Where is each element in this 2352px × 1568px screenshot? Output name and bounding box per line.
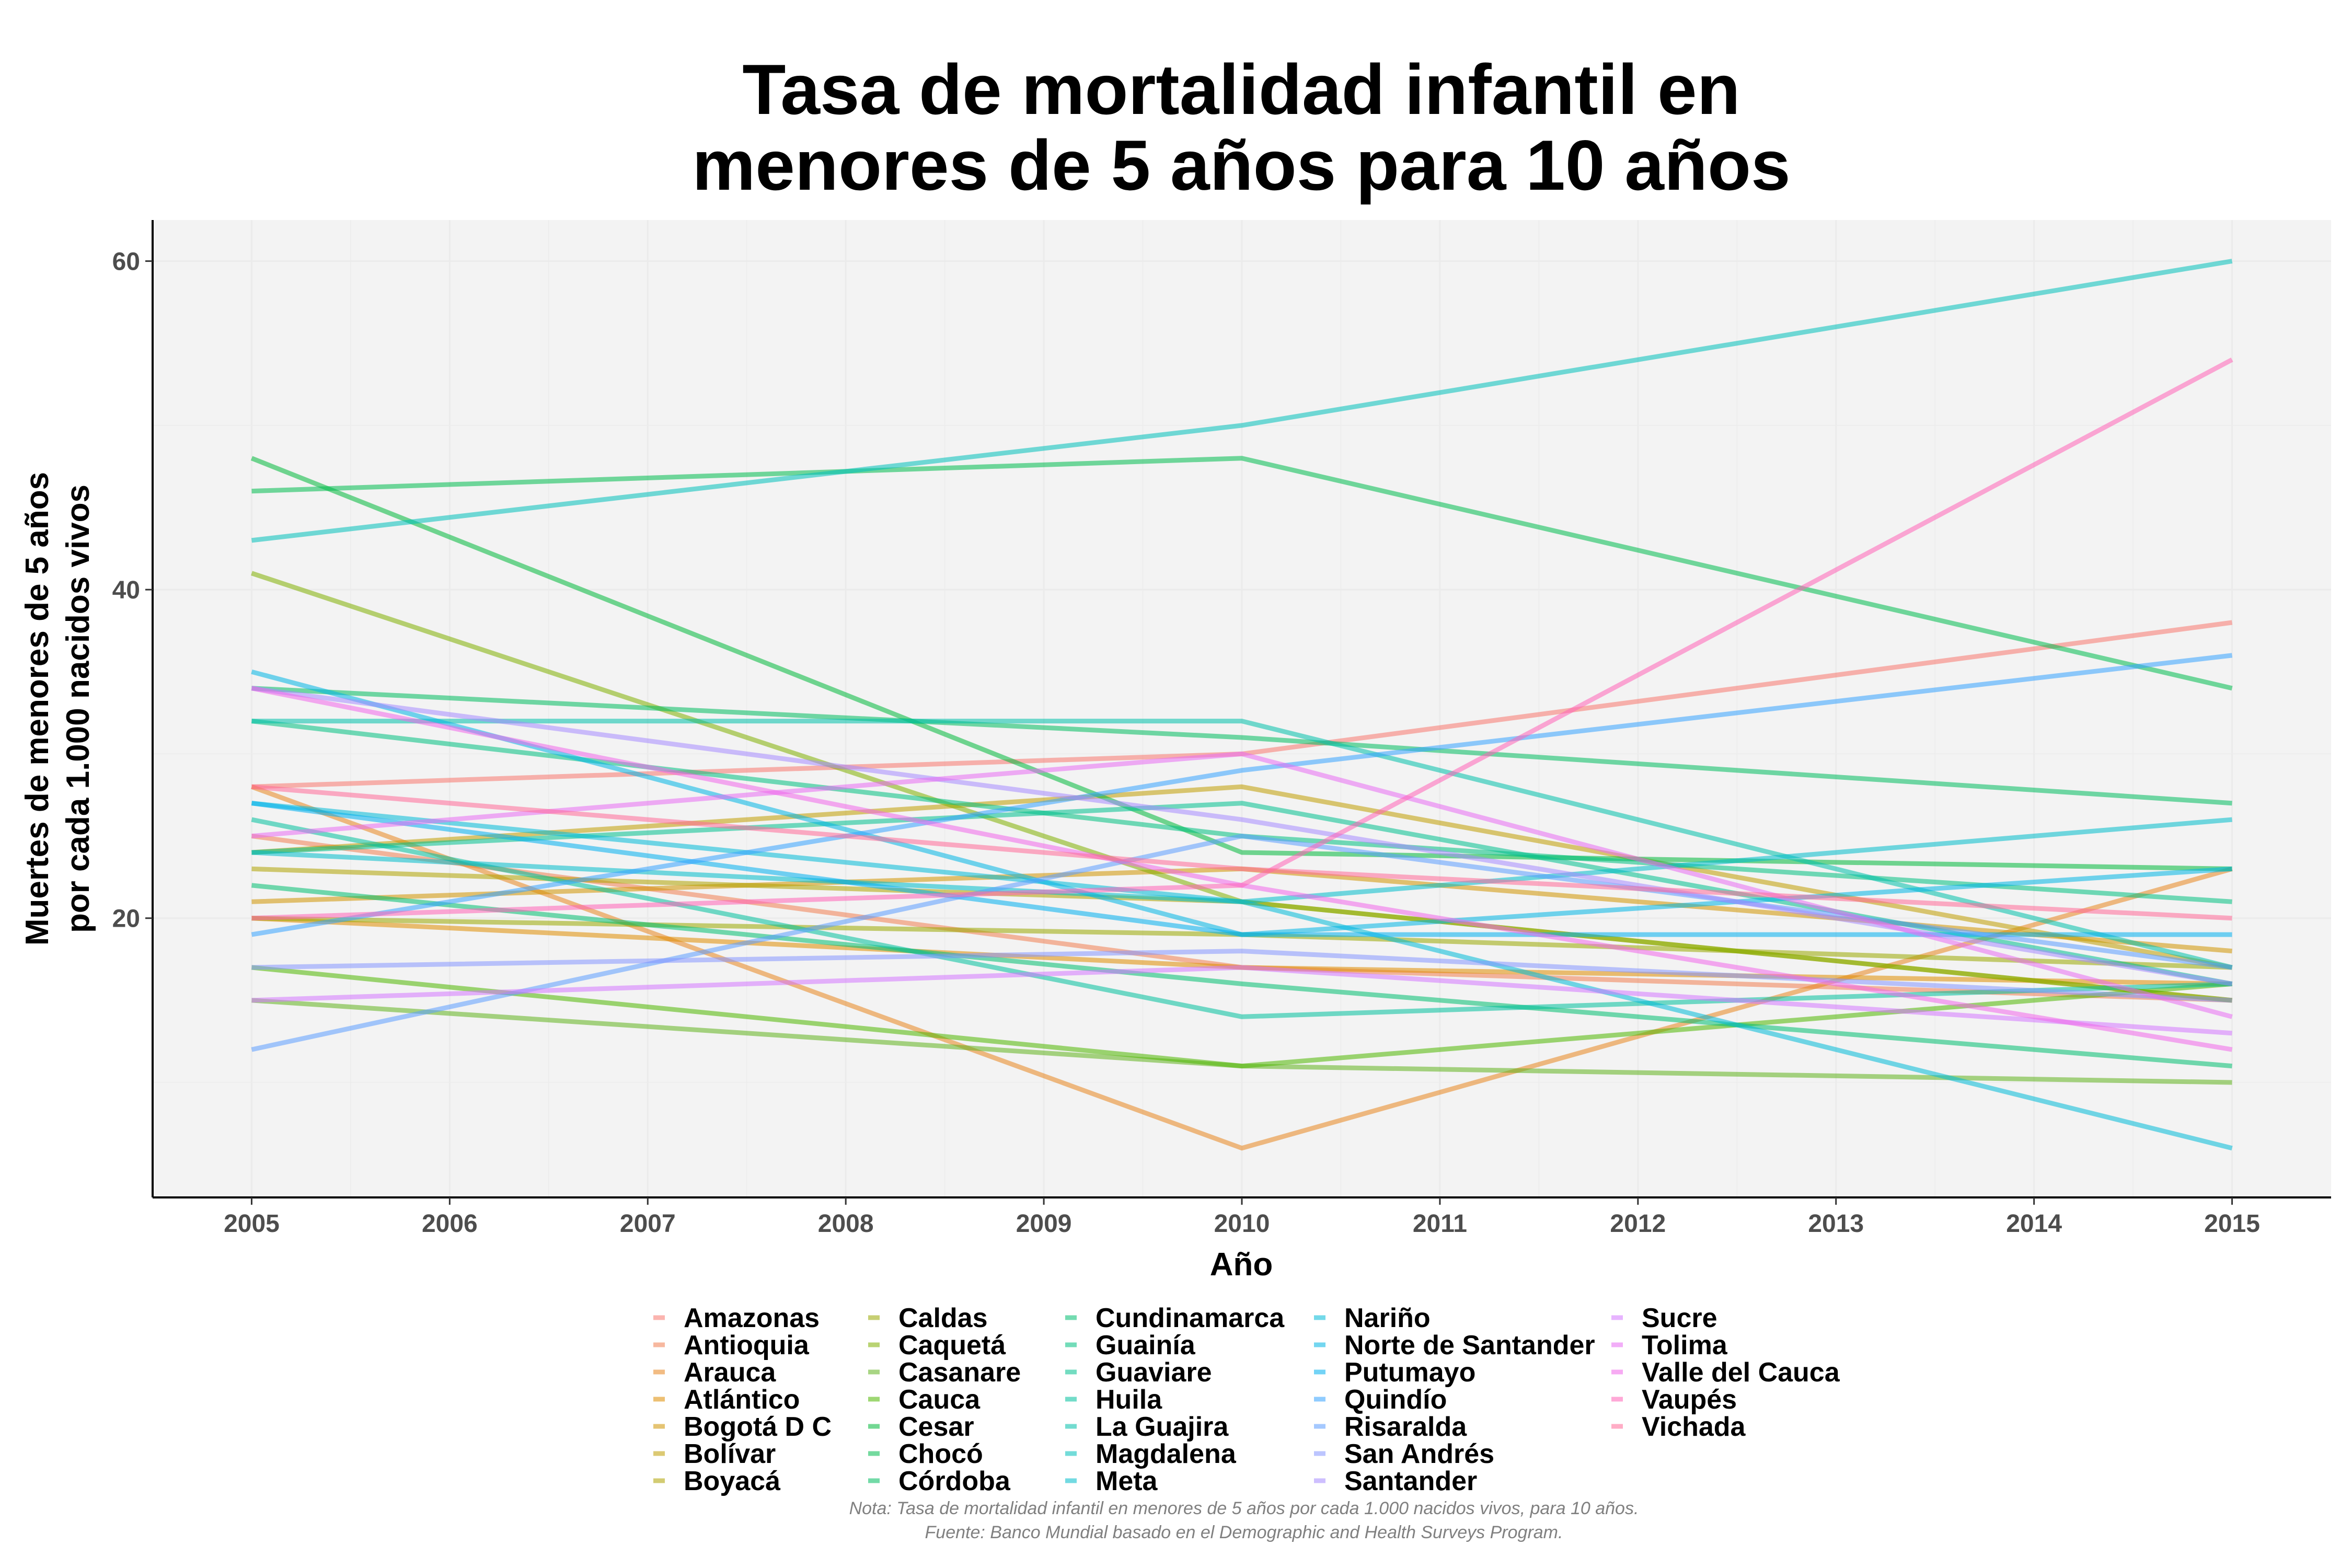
x-tick-label: 2014 <box>2006 1210 2062 1238</box>
legend-label: Risaralda <box>1344 1412 1467 1442</box>
series-line-31 <box>251 358 2233 921</box>
series-line-14 <box>251 883 2232 1069</box>
x-tick-label: 2005 <box>224 1210 280 1238</box>
legend-label: San Andrés <box>1344 1439 1494 1469</box>
series-line-28 <box>251 965 2232 1036</box>
legend-label: Quindío <box>1344 1385 1447 1415</box>
legend-label: Putumayo <box>1344 1357 1475 1388</box>
legend-label: Boyacá <box>684 1466 781 1496</box>
legend-label: Chocó <box>898 1439 983 1469</box>
legend-label: Nariño <box>1344 1303 1431 1333</box>
x-tick-label: 2007 <box>620 1210 676 1238</box>
series-line-23 <box>251 801 2232 937</box>
caption-note: Nota: Tasa de mortalidad infantil en men… <box>849 1498 1639 1518</box>
chart-title-line-1: Tasa de mortalidad infantil en <box>742 50 1740 129</box>
x-tick-label: 2008 <box>818 1210 874 1238</box>
legend-label: Atlántico <box>684 1385 800 1415</box>
legend-label: Casanare <box>898 1357 1021 1388</box>
y-axis-title-line-1: Muertes de menores de 5 años <box>19 472 55 946</box>
legend-label: Bogotá D C <box>684 1412 832 1442</box>
caption-source: Fuente: Banco Mundial basado en el Demog… <box>925 1523 1563 1542</box>
series-line-21 <box>251 801 2233 1151</box>
legend-label: Cauca <box>898 1385 981 1415</box>
y-tick-label: 20 <box>112 905 140 933</box>
series-line-5 <box>251 784 2233 970</box>
legend-label: Guainía <box>1096 1330 1196 1361</box>
series-line-29 <box>251 751 2233 1019</box>
x-tick-label: 2010 <box>1214 1210 1270 1238</box>
x-tick-label: 2009 <box>1016 1210 1072 1238</box>
legend-label: Córdoba <box>898 1466 1011 1496</box>
legend-label: Caldas <box>898 1303 988 1333</box>
legend-label: Cundinamarca <box>1096 1303 1285 1333</box>
legend-label: Arauca <box>684 1357 776 1388</box>
series-line-26 <box>251 949 2232 1003</box>
x-tick-label: 2012 <box>1610 1210 1666 1238</box>
chart-title-line-2: menores de 5 años para 10 años <box>692 125 1790 205</box>
legend-label: Sucre <box>1642 1303 1717 1333</box>
legend-label: Tolima <box>1642 1330 1728 1361</box>
x-axis-title: Año <box>1210 1247 1273 1283</box>
legend-label: Valle del Cauca <box>1642 1357 1840 1388</box>
series-line-12 <box>251 456 2233 691</box>
x-tick-label: 2013 <box>1808 1210 1864 1238</box>
legend-label: Cesar <box>898 1412 974 1442</box>
x-tick-label: 2015 <box>2204 1210 2260 1238</box>
legend-label: Guaviare <box>1096 1357 1212 1388</box>
series-line-13 <box>251 686 2232 806</box>
x-tick-label: 2011 <box>1413 1210 1467 1238</box>
series-line-25 <box>251 834 2233 1052</box>
series-line-19 <box>251 259 2233 543</box>
legend-label: Vaupés <box>1642 1385 1737 1415</box>
legend-label: Santander <box>1344 1466 1477 1496</box>
y-axis-ticks: 20 40 60 <box>112 248 153 933</box>
legend-label: Bolívar <box>684 1439 776 1469</box>
legend-label: La Guajira <box>1096 1412 1229 1442</box>
legend-label: Vichada <box>1642 1412 1746 1442</box>
series-line-18 <box>251 719 2233 970</box>
y-tick-label: 60 <box>112 248 140 276</box>
x-tick-label: 2006 <box>422 1210 478 1238</box>
y-tick-label: 40 <box>112 577 140 604</box>
legend-label: Caquetá <box>898 1330 1006 1361</box>
y-axis-title-line-2: por cada 1.000 nacidos vivos <box>60 485 96 933</box>
series-line-32 <box>251 784 2232 921</box>
series-lines <box>250 259 2233 1151</box>
legend-label: Norte de Santander <box>1344 1330 1595 1361</box>
legend-label: Huila <box>1096 1385 1162 1415</box>
legend-label: Magdalena <box>1096 1439 1237 1469</box>
series-line-24 <box>251 653 2233 937</box>
x-axis-ticks: 2005 2006 2007 2008 2009 2010 2011 2012 2013 2014… <box>224 1197 2260 1238</box>
legend-label: Amazonas <box>684 1303 820 1333</box>
series-line-11 <box>250 456 2232 871</box>
legend-label: Antioquia <box>684 1330 810 1361</box>
legend-label: Meta <box>1096 1466 1158 1496</box>
